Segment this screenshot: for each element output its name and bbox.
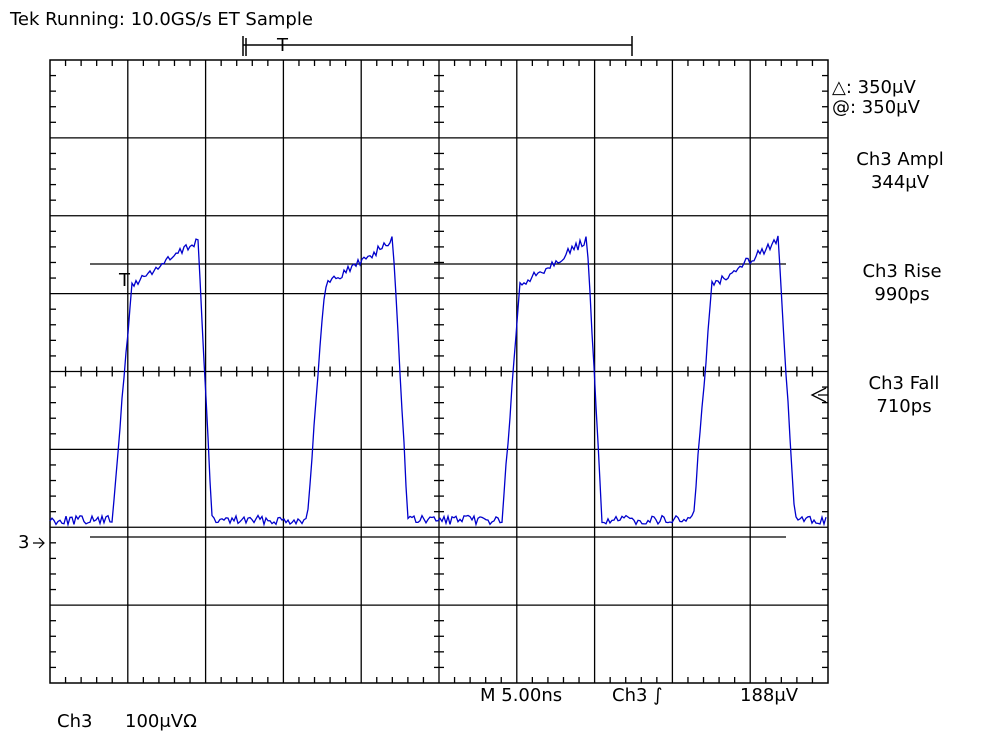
ground-marker: 3 — [18, 532, 29, 553]
measurement-value: 344μV — [871, 172, 930, 193]
title: Tek Running: 10.0GS/s ET Sample — [9, 9, 313, 30]
channel-scale: 100μVΩ — [125, 711, 197, 732]
trigger-source: Ch3 ∫ — [612, 685, 663, 706]
measurement-label: Ch3 Ampl — [856, 149, 943, 170]
cursor-delta: △: 350μV — [832, 77, 916, 98]
measurement-value: 710ps — [876, 396, 931, 417]
waveform — [49, 235, 827, 528]
trigger-level-marker — [810, 387, 828, 403]
graticule-border — [49, 59, 829, 684]
measurement-label: Ch3 Rise — [862, 261, 941, 282]
graticule — [50, 60, 828, 683]
status-background — [470, 684, 828, 706]
timebase: M 5.00ns — [480, 685, 562, 706]
ground-arrow — [33, 537, 45, 549]
record-bar — [242, 36, 633, 56]
cursor-at: @: 350μV — [832, 97, 921, 118]
measurement-value: 990ps — [874, 284, 929, 305]
trigger-level: 188μV — [740, 685, 799, 706]
trigger-point: T — [118, 270, 131, 291]
measurement-label: Ch3 Fall — [869, 373, 940, 394]
trigger-position: T — [276, 35, 289, 56]
channel-name: Ch3 — [57, 711, 92, 732]
